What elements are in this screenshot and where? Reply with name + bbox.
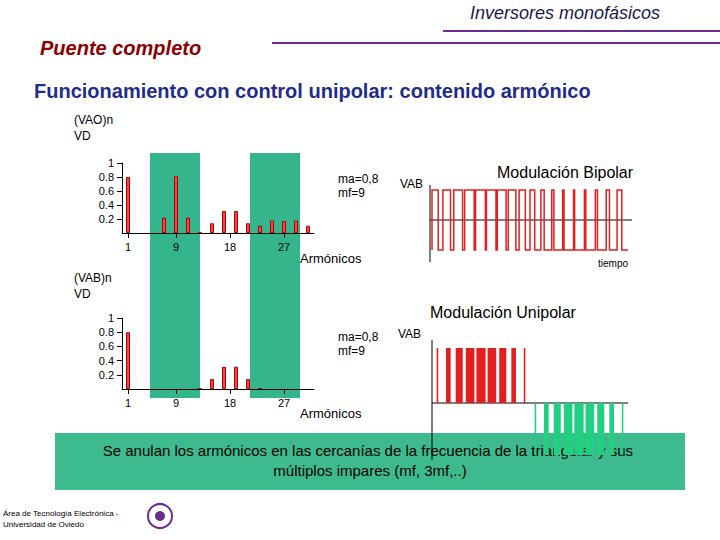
- svg-text:0.2: 0.2: [99, 213, 114, 225]
- svg-text:VAB: VAB: [398, 327, 421, 341]
- svg-text:Inversores monofásicos: Inversores monofásicos: [470, 3, 660, 23]
- svg-text:Funcionamiento con control uni: Funcionamiento con control unipolar: con…: [34, 80, 591, 102]
- svg-text:Puente completo: Puente completo: [40, 37, 201, 59]
- svg-text:Modulación Bipolar: Modulación Bipolar: [497, 164, 634, 181]
- svg-text:18: 18: [224, 397, 236, 409]
- svg-text:0.6: 0.6: [99, 185, 114, 197]
- svg-text:Área de Tecnología Electrónica: Área de Tecnología Electrónica -: [3, 509, 119, 518]
- svg-text:VAB: VAB: [400, 177, 423, 191]
- svg-text:VD: VD: [74, 129, 91, 143]
- svg-text:0.8: 0.8: [99, 171, 114, 183]
- svg-text:ma=0,8: ma=0,8: [338, 172, 379, 186]
- svg-text:Armónicos: Armónicos: [300, 406, 362, 421]
- svg-text:18: 18: [224, 241, 236, 253]
- svg-text:0.6: 0.6: [99, 340, 114, 352]
- svg-text:27: 27: [278, 241, 290, 253]
- svg-text:mf=9: mf=9: [338, 344, 365, 358]
- svg-text:0.4: 0.4: [99, 355, 114, 367]
- svg-text:1: 1: [125, 241, 131, 253]
- svg-text:0.8: 0.8: [99, 326, 114, 338]
- svg-text:VD: VD: [74, 287, 91, 301]
- svg-text:9: 9: [173, 241, 179, 253]
- svg-text:mf=9: mf=9: [338, 186, 365, 200]
- svg-text:múltiplos impares (mf, 3mf,..): múltiplos impares (mf, 3mf,..): [273, 462, 466, 479]
- svg-text:27: 27: [278, 397, 290, 409]
- svg-text:0.4: 0.4: [99, 199, 114, 211]
- svg-text:Universidad de Oviedo: Universidad de Oviedo: [3, 520, 84, 529]
- svg-text:Armónicos: Armónicos: [300, 251, 362, 266]
- svg-text:(VAO)n: (VAO)n: [74, 113, 113, 127]
- svg-text:Se anulan los armónicos en las: Se anulan los armónicos en las cercanías…: [102, 441, 638, 459]
- svg-text:1: 1: [125, 397, 131, 409]
- svg-text:9: 9: [173, 397, 179, 409]
- svg-text:1: 1: [108, 312, 114, 324]
- svg-text:0.2: 0.2: [99, 369, 114, 381]
- svg-text:(VAB)n: (VAB)n: [74, 271, 112, 285]
- svg-text:ma=0,8: ma=0,8: [338, 330, 379, 344]
- svg-text:tiempo: tiempo: [598, 258, 628, 269]
- svg-text:1: 1: [108, 157, 114, 169]
- svg-text:Modulación Unipolar: Modulación Unipolar: [430, 304, 577, 321]
